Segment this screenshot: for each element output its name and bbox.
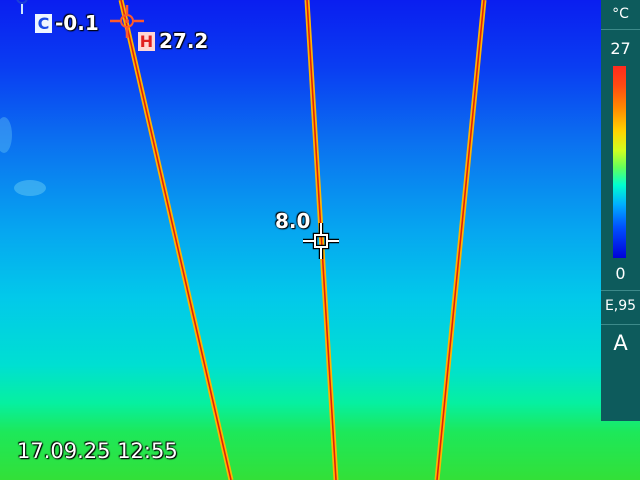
hot-spot-badge: H xyxy=(138,32,155,51)
center-spot-crosshair-icon xyxy=(303,223,339,259)
cold-spot-badge: C xyxy=(35,14,52,33)
hot-spot-value: 27.2 xyxy=(159,29,209,53)
unit-label: °C xyxy=(612,6,629,22)
divider xyxy=(601,290,640,291)
divider xyxy=(601,29,640,30)
emissivity-value: E,95 xyxy=(604,298,637,314)
cold-spot-crosshair-icon xyxy=(16,0,28,14)
range-mode: A xyxy=(613,331,628,355)
cold-spot-value: -0.1 xyxy=(55,11,99,35)
hot-spot-crosshair-icon xyxy=(110,5,144,38)
timestamp: 17.09.25 12:55 xyxy=(17,439,178,463)
divider xyxy=(601,324,640,325)
scale-min: 0 xyxy=(615,264,626,283)
center-spot-value: 8.0 xyxy=(275,209,311,233)
scale-max: 27 xyxy=(610,39,631,58)
color-palette-bar xyxy=(613,66,626,258)
